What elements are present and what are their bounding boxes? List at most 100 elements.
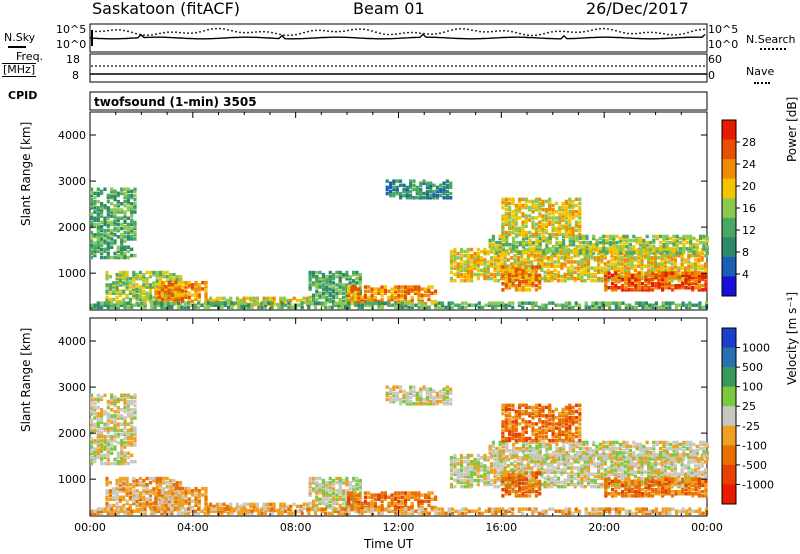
velocity-cell: [167, 486, 171, 491]
power-cell: [518, 228, 522, 233]
power-cell: [613, 251, 617, 256]
velocity-cell: [103, 441, 107, 445]
power-cell: [106, 220, 110, 225]
power-cell: [96, 245, 100, 249]
power-cell: [651, 283, 655, 288]
velocity-cell: [204, 486, 208, 491]
power-cell: [370, 303, 374, 307]
power-cell: [565, 251, 569, 255]
power-cell: [156, 301, 160, 305]
nsearch-dot: [263, 30, 265, 33]
power-cell: [528, 238, 532, 243]
power-cell: [145, 295, 149, 300]
velocity-cell: [308, 501, 312, 506]
power-cell: [545, 240, 549, 245]
power-cell: [133, 224, 137, 229]
power-cell: [174, 295, 178, 299]
power-cell: [225, 298, 229, 303]
power-cell: [586, 274, 591, 279]
nave-dot: [295, 65, 297, 67]
power-cell: [393, 285, 398, 289]
velocity-cell: [470, 482, 474, 487]
power-cell: [395, 179, 399, 183]
power-cell: [593, 268, 597, 272]
power-cell: [383, 291, 387, 295]
power-cell: [505, 249, 509, 253]
power-cell: [311, 283, 316, 287]
power-cell: [357, 305, 361, 310]
velocity-cell: [345, 476, 349, 481]
velocity-cell: [103, 439, 107, 443]
power-cell: [420, 303, 425, 307]
power-cell: [133, 189, 137, 193]
velocity-cell: [363, 501, 367, 506]
program-label: twofsound (1-min) 3505: [94, 95, 257, 109]
power-cell: [538, 281, 542, 286]
nsearch-dot: [447, 30, 449, 32]
power-cell: [272, 300, 276, 305]
power-cell: [504, 208, 508, 212]
velocity-cell: [328, 499, 332, 504]
velocity-cell: [345, 493, 349, 497]
power-cell: [630, 275, 635, 280]
power-cell: [558, 220, 562, 224]
power-cell: [586, 276, 591, 281]
power-cell: [116, 199, 120, 204]
power-cell: [671, 275, 675, 280]
power-cell: [123, 305, 127, 310]
nsearch-dot: [571, 31, 573, 33]
power-cell: [555, 236, 559, 241]
power-cell: [521, 275, 525, 280]
power-cell: [90, 245, 94, 249]
power-cell: [661, 303, 665, 307]
power-cell: [558, 216, 562, 220]
power-cell: [486, 268, 490, 272]
power-cell: [672, 238, 676, 243]
velocity-cell: [154, 499, 158, 503]
power-cell: [595, 240, 599, 245]
power-cell: [100, 301, 104, 305]
power-cell: [617, 273, 621, 278]
power-cell: [404, 301, 408, 305]
power-cell: [415, 187, 419, 192]
power-cell: [445, 189, 449, 194]
velocity-cell: [348, 481, 352, 485]
power-cell: [523, 258, 527, 262]
power-cell: [277, 305, 281, 310]
power-cell: [138, 297, 142, 302]
power-cell: [503, 260, 507, 264]
velocity-cell: [390, 499, 394, 504]
velocity-cell: [142, 485, 146, 489]
power-cell: [168, 272, 173, 277]
nave-dot: [271, 65, 273, 67]
power-cell: [197, 295, 201, 299]
velocity-cell: [466, 480, 470, 485]
power-cell: [514, 220, 518, 224]
velocity-cell: [377, 495, 381, 499]
power-cell: [560, 251, 564, 256]
velocity-cell: [523, 474, 527, 478]
velocity-cell: [390, 493, 394, 497]
power-cell: [403, 291, 408, 295]
power-cell: [511, 283, 515, 288]
power-cell: [106, 245, 110, 249]
power-cell: [331, 289, 336, 293]
power-cell: [483, 251, 487, 256]
power-cell: [582, 240, 586, 245]
power-cell: [130, 195, 134, 200]
velocity-cell: [311, 487, 316, 491]
power-cell: [490, 247, 494, 252]
velocity-cell: [120, 441, 124, 445]
velocity-cell: [409, 385, 413, 389]
power-cell: [622, 236, 626, 241]
power-cell: [213, 301, 217, 305]
nsearch-dot: [155, 33, 157, 36]
power-cell: [100, 226, 104, 231]
power-cell: [142, 291, 146, 295]
power-cell: [576, 274, 581, 279]
power-cell: [691, 271, 695, 275]
power-cell: [588, 247, 592, 251]
nsearch-dot: [451, 29, 453, 31]
power-cell: [483, 272, 487, 277]
nave-dot: [267, 65, 269, 67]
